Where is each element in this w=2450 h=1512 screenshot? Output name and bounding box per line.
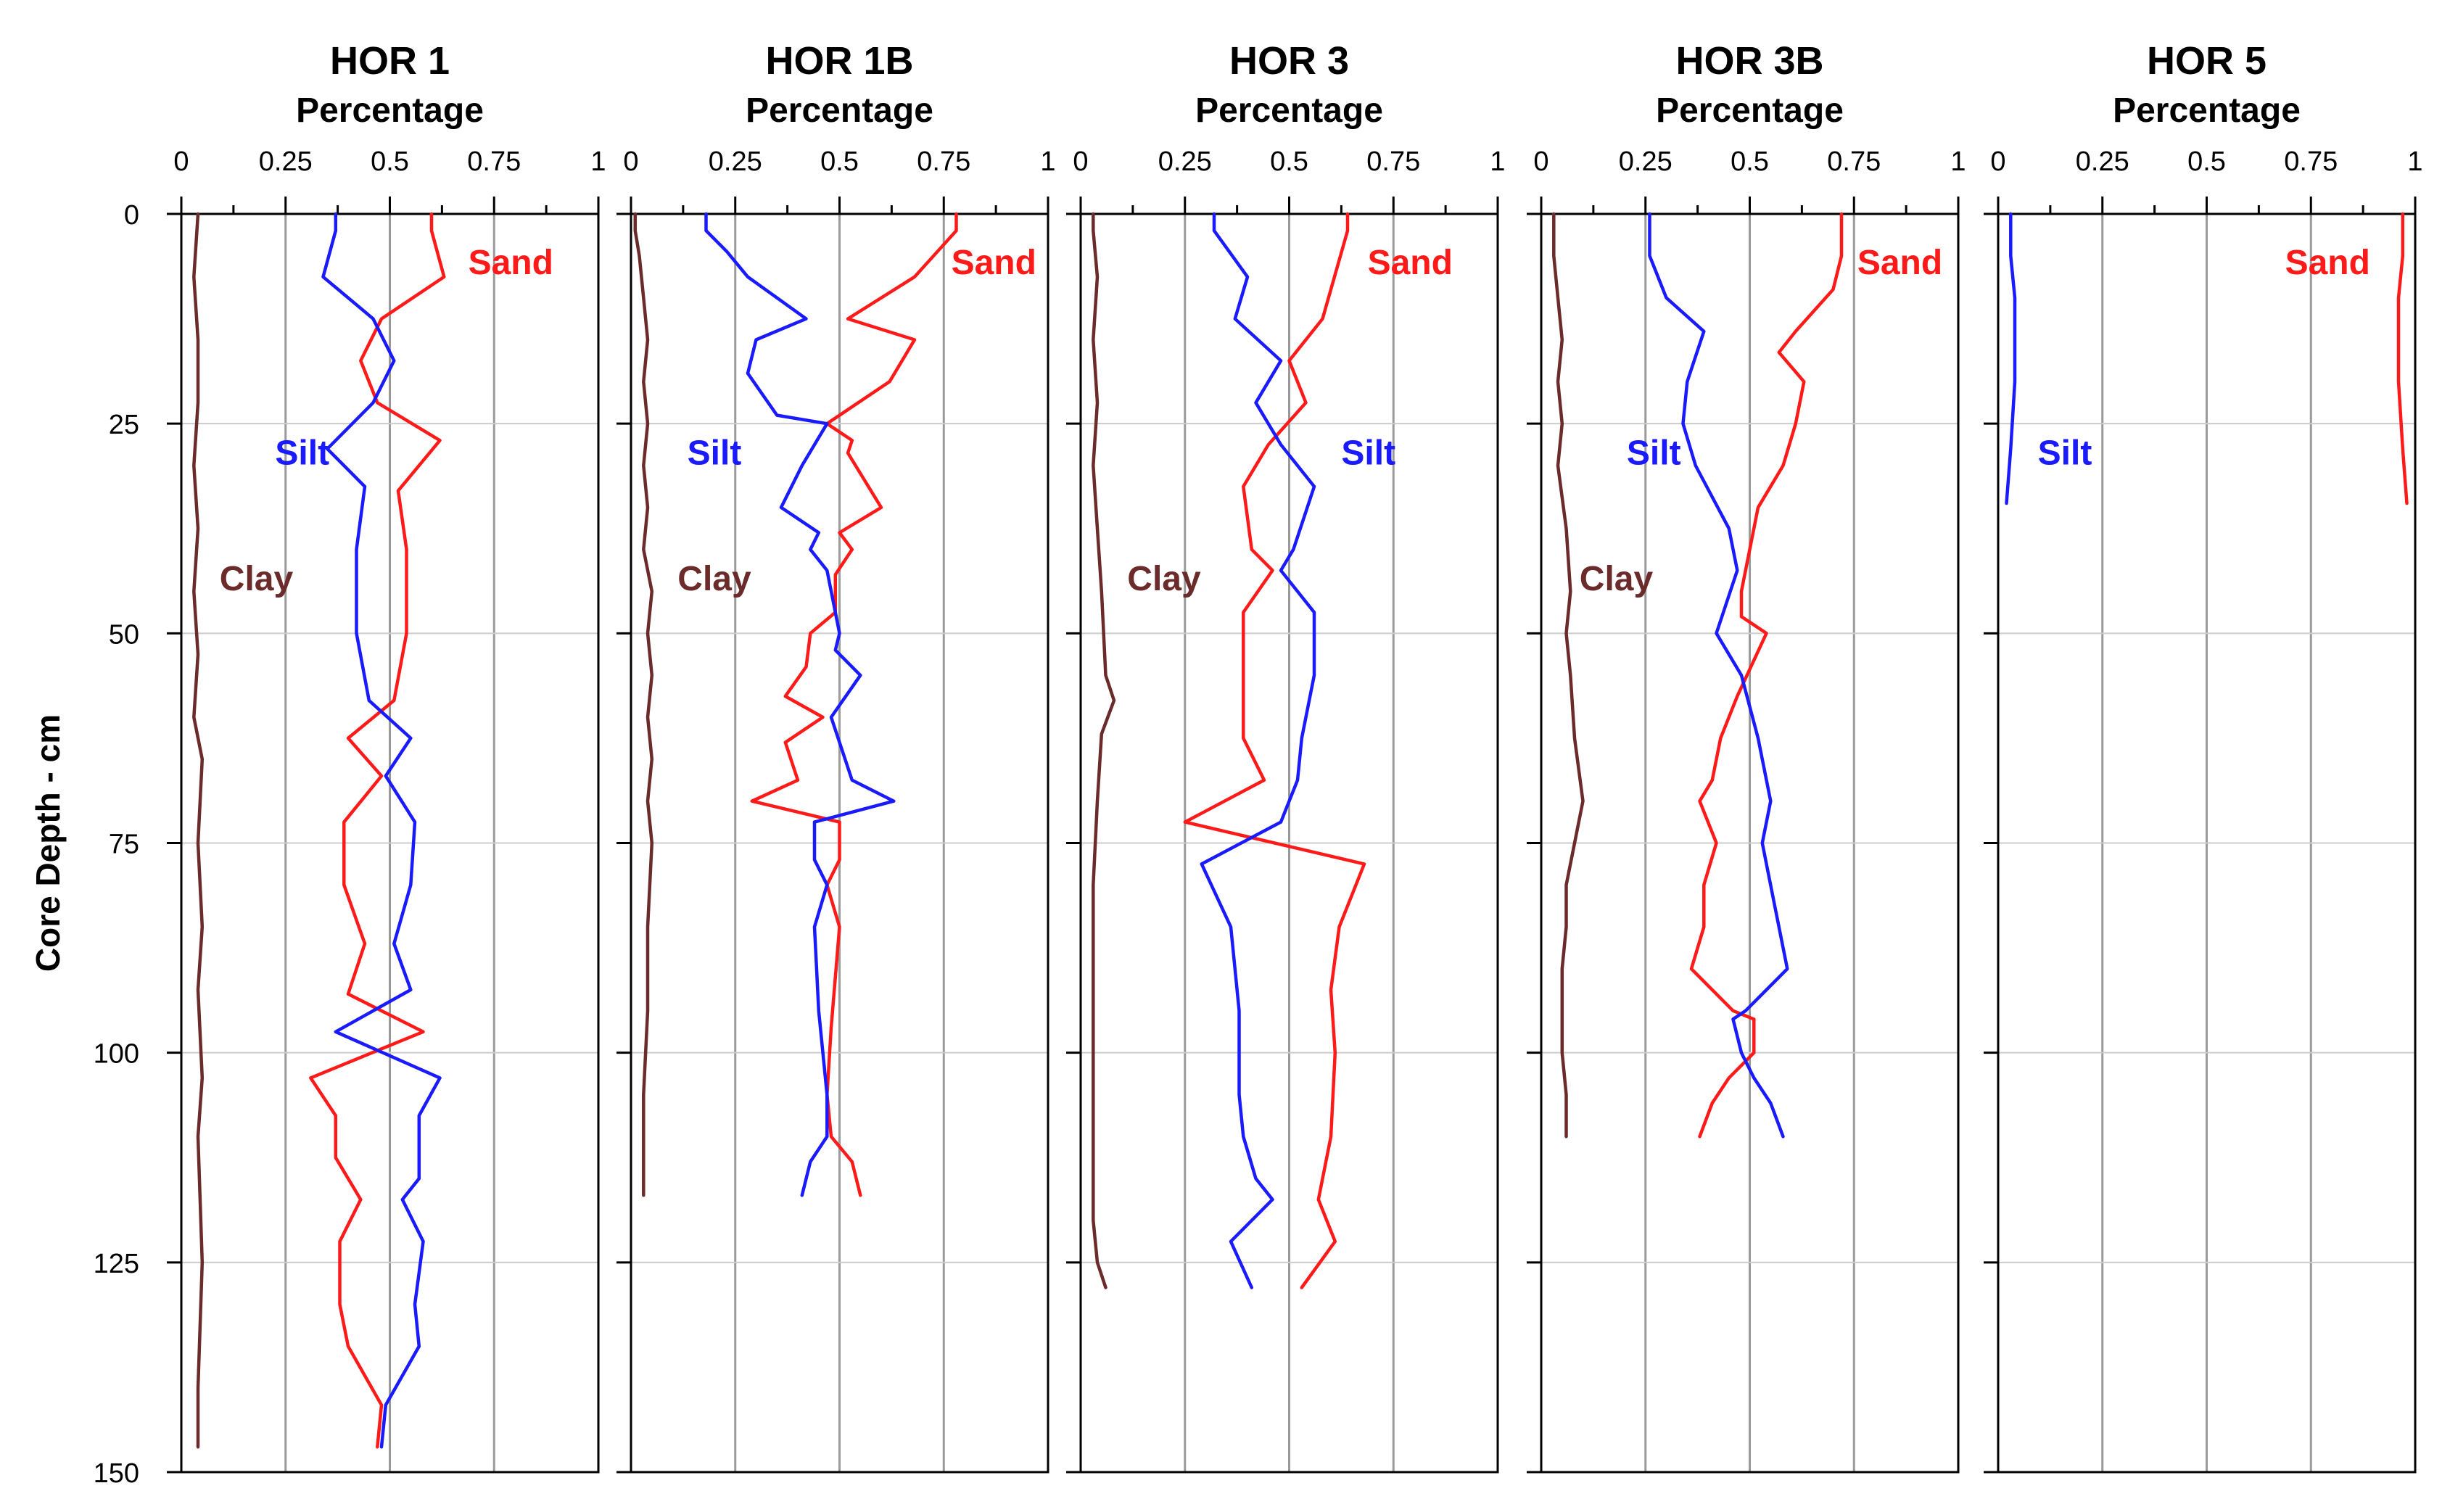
x-tick-label: 0 bbox=[1073, 146, 1088, 177]
series-label-silt: Silt bbox=[1627, 434, 1681, 473]
series-line-clay bbox=[1552, 212, 1585, 1139]
x-axis-title: Percentage bbox=[296, 91, 484, 130]
series-label-clay: Clay bbox=[677, 560, 751, 598]
series-line-sand bbox=[1689, 212, 1844, 1139]
x-axis-title: Percentage bbox=[1195, 91, 1383, 130]
x-tick-label: 1 bbox=[1950, 146, 1966, 177]
y-tick-label: 50 bbox=[109, 619, 139, 650]
x-tick-label: 0.75 bbox=[1366, 146, 1420, 177]
series-line-silt bbox=[321, 212, 442, 1449]
x-tick-label: 1 bbox=[2407, 146, 2422, 177]
series-label-clay: Clay bbox=[220, 560, 294, 598]
x-axis-title: Percentage bbox=[2113, 91, 2301, 130]
panel: 0 0.25 0.5 0.75 1 HOR 1 Percentage Sand Silt Clay bbox=[167, 39, 606, 1474]
y-tick-label: 100 bbox=[94, 1039, 139, 1070]
x-tick-label: 0.75 bbox=[467, 146, 521, 177]
series-label-sand: Sand bbox=[952, 244, 1036, 282]
x-tick-label: 0.25 bbox=[259, 146, 313, 177]
series-line-sand bbox=[1183, 212, 1366, 1289]
x-tick-label: 0.25 bbox=[1158, 146, 1212, 177]
x-axis-title: Percentage bbox=[1656, 91, 1844, 130]
series-line-silt bbox=[2005, 212, 2017, 505]
series-line-silt bbox=[704, 212, 896, 1197]
panel-title: HOR 1B bbox=[765, 39, 913, 83]
x-axis-title: Percentage bbox=[746, 91, 933, 130]
y-tick-label: 75 bbox=[109, 830, 139, 860]
x-tick-label: 0.75 bbox=[917, 146, 970, 177]
series-label-silt: Silt bbox=[1341, 434, 1395, 473]
panel: 0 0.25 0.5 0.75 1 HOR 1B Percentage Sand Silt Cla… bbox=[616, 39, 1056, 1474]
x-tick-label: 0 bbox=[173, 146, 189, 177]
x-tick-label: 0 bbox=[1990, 146, 2005, 177]
x-tick-label: 0.25 bbox=[2076, 146, 2129, 177]
x-tick-label: 0.5 bbox=[371, 146, 409, 177]
series-label-clay: Clay bbox=[1127, 560, 1201, 598]
series-line-clay bbox=[192, 212, 205, 1449]
x-tick-label: 0.5 bbox=[1731, 146, 1769, 177]
series-line-clay bbox=[633, 212, 654, 1197]
x-tick-label: 0.75 bbox=[2284, 146, 2338, 177]
panel: 0 0.25 0.5 0.75 1 HOR 3B Percentage Sand Silt Cla… bbox=[1527, 39, 1966, 1474]
y-tick-label: 0 bbox=[124, 200, 139, 231]
series-label-sand: Sand bbox=[1368, 244, 1453, 282]
panel-title: HOR 1 bbox=[330, 39, 450, 83]
x-tick-label: 0.25 bbox=[1619, 146, 1672, 177]
y-tick-label: 125 bbox=[94, 1249, 139, 1279]
y-tick-label: 150 bbox=[94, 1458, 139, 1489]
series-line-sand bbox=[309, 212, 446, 1449]
series-label-silt: Silt bbox=[688, 434, 742, 473]
panel-title: HOR 3 bbox=[1229, 39, 1349, 83]
series-label-sand: Sand bbox=[1857, 244, 1942, 282]
x-tick-label: 0.5 bbox=[820, 146, 859, 177]
x-tick-label: 0.75 bbox=[1827, 146, 1881, 177]
x-tick-label: 1 bbox=[590, 146, 606, 177]
x-tick-label: 1 bbox=[1490, 146, 1505, 177]
y-axis-title: Core Depth - cm bbox=[29, 714, 67, 972]
x-tick-label: 0.5 bbox=[2187, 146, 2226, 177]
panel-title: HOR 3B bbox=[1675, 39, 1823, 83]
x-tick-label: 1 bbox=[1040, 146, 1055, 177]
series-label-sand: Sand bbox=[2285, 244, 2370, 282]
series-label-silt: Silt bbox=[2038, 434, 2092, 473]
y-tick-label: 25 bbox=[109, 410, 139, 440]
y-axis-title-group: Core Depth - cm 0 25 50 75 100 125 150 bbox=[29, 200, 139, 1489]
panels: 0 0.25 0.5 0.75 1 HOR 1 Percentage Sand Silt Clay… bbox=[167, 39, 2423, 1474]
x-tick-label: 0.5 bbox=[1270, 146, 1308, 177]
panel: 0 0.25 0.5 0.75 1 HOR 5 Percentage Sand Silt bbox=[1984, 39, 2423, 1474]
x-tick-label: 0 bbox=[1533, 146, 1548, 177]
series-label-silt: Silt bbox=[275, 434, 329, 473]
series-label-clay: Clay bbox=[1580, 560, 1654, 598]
series-line-sand bbox=[2396, 212, 2409, 505]
panel-title: HOR 5 bbox=[2147, 39, 2267, 83]
x-tick-label: 0.25 bbox=[709, 146, 762, 177]
series-line-silt bbox=[1200, 212, 1316, 1289]
series-line-sand bbox=[750, 212, 958, 1197]
series-label-sand: Sand bbox=[469, 244, 553, 282]
series-line-silt bbox=[1648, 212, 1789, 1139]
x-tick-label: 0 bbox=[623, 146, 638, 177]
series-line-clay bbox=[1092, 212, 1116, 1289]
panel: 0 0.25 0.5 0.75 1 HOR 3 Percentage Sand Silt Clay bbox=[1066, 39, 1506, 1474]
